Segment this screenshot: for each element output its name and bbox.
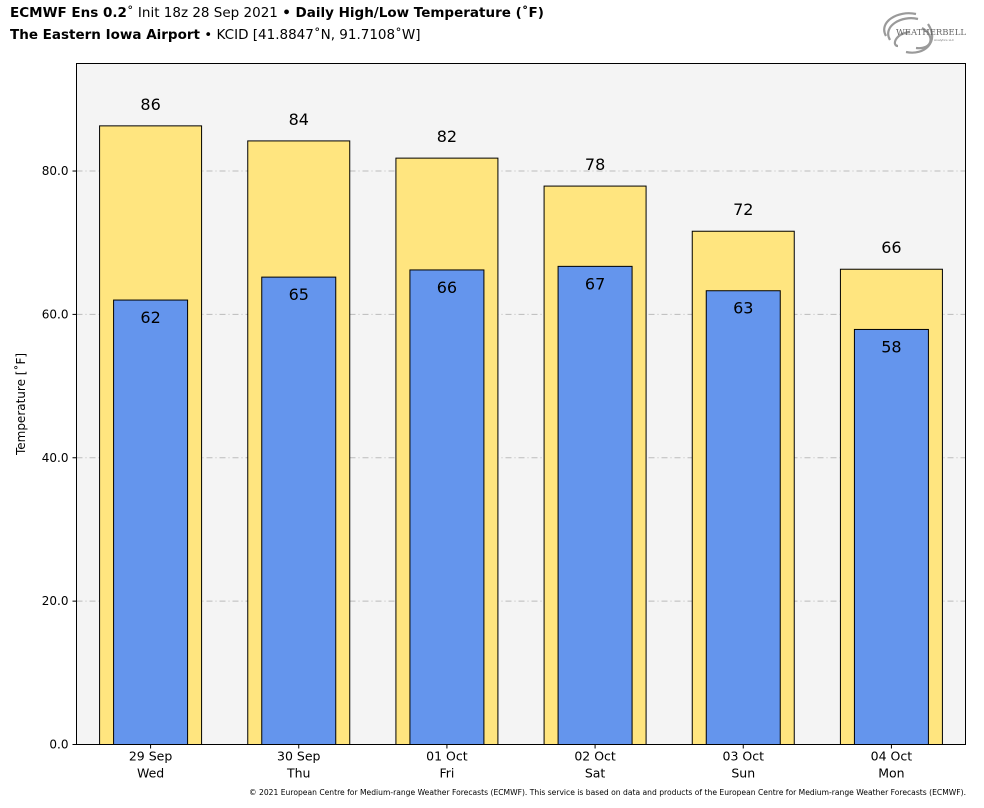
weatherbell-logo: WEATHERBELL Analytics LLC [883,12,966,54]
low-bar [113,299,189,745]
high-value-label: 78 [585,155,605,174]
low-value-label: 63 [733,299,753,318]
plot-frame [76,63,966,745]
low-bar [705,290,781,745]
x-tick-date: 02 Oct [574,749,616,764]
low-bar [557,265,633,745]
model-degree: ˚ [126,5,134,21]
low-value-label: 62 [140,308,160,327]
x-tick-weekday: Sat [585,766,606,781]
x-axis: 29 Sep Wed 30 Sep Thu 01 Oct Fri 02 Oct Sat 03 O… [129,744,913,781]
bar-labels: 86 62 84 65 82 66 78 67 72 63 66 58 [140,95,901,357]
high-value-label: 84 [289,110,309,129]
x-tick-weekday: Mon [878,766,904,781]
x-tick-date: 01 Oct [426,749,468,764]
low-value-label: 58 [881,337,901,356]
high-value-label: 86 [140,95,160,114]
grid-lines [76,170,966,602]
low-value-label: 66 [437,278,457,297]
plot-area [76,63,966,745]
station-name: The Eastern Iowa Airport [10,27,200,43]
model-name: ECMWF Ens 0.2 [10,5,127,21]
station-id: KCID [41.8847˚N, 91.7108˚W] [212,27,421,43]
low-value-label: 67 [585,274,605,293]
low-bars [113,265,929,745]
x-tick-date: 03 Oct [723,749,765,764]
logo-text: WEATHERBELL [896,28,966,38]
y-tick-label: 20.0 [42,594,69,608]
low-bar [261,276,337,745]
y-tick-label: 80.0 [42,164,69,178]
title-bullet: • [282,5,291,21]
product-name: Daily High/Low Temperature (˚F) [290,5,544,21]
y-axis: 0.0 20.0 40.0 60.0 80.0 [42,164,77,752]
chart-title: ECMWF Ens 0.2˚ Init 18z 28 Sep 2021 • Da… [10,5,544,21]
x-tick-date: 29 Sep [129,749,173,764]
station-title: The Eastern Iowa Airport • KCID [41.8847… [10,27,420,43]
x-tick-weekday: Thu [286,766,310,781]
y-tick-label: 40.0 [42,451,69,465]
station-bullet: • [204,27,213,43]
y-tick-label: 60.0 [42,307,69,321]
low-bar [853,328,929,745]
low-value-label: 65 [289,285,309,304]
x-tick-weekday: Fri [439,766,454,781]
high-value-label: 82 [437,127,457,146]
y-axis-label: Temperature [˚F] [13,353,28,456]
x-tick-weekday: Sun [731,766,755,781]
y-tick-label: 0.0 [49,738,68,752]
init-time: Init 18z 28 Sep 2021 [133,5,283,21]
x-tick-date: 04 Oct [871,749,913,764]
low-bar [409,269,485,745]
high-value-label: 72 [733,200,753,219]
x-tick-weekday: Wed [137,766,164,781]
high-value-label: 66 [881,238,901,257]
copyright-footer: © 2021 European Centre for Medium-range … [249,788,966,797]
logo-subtext: Analytics LLC [934,38,954,42]
x-tick-date: 30 Sep [277,749,321,764]
